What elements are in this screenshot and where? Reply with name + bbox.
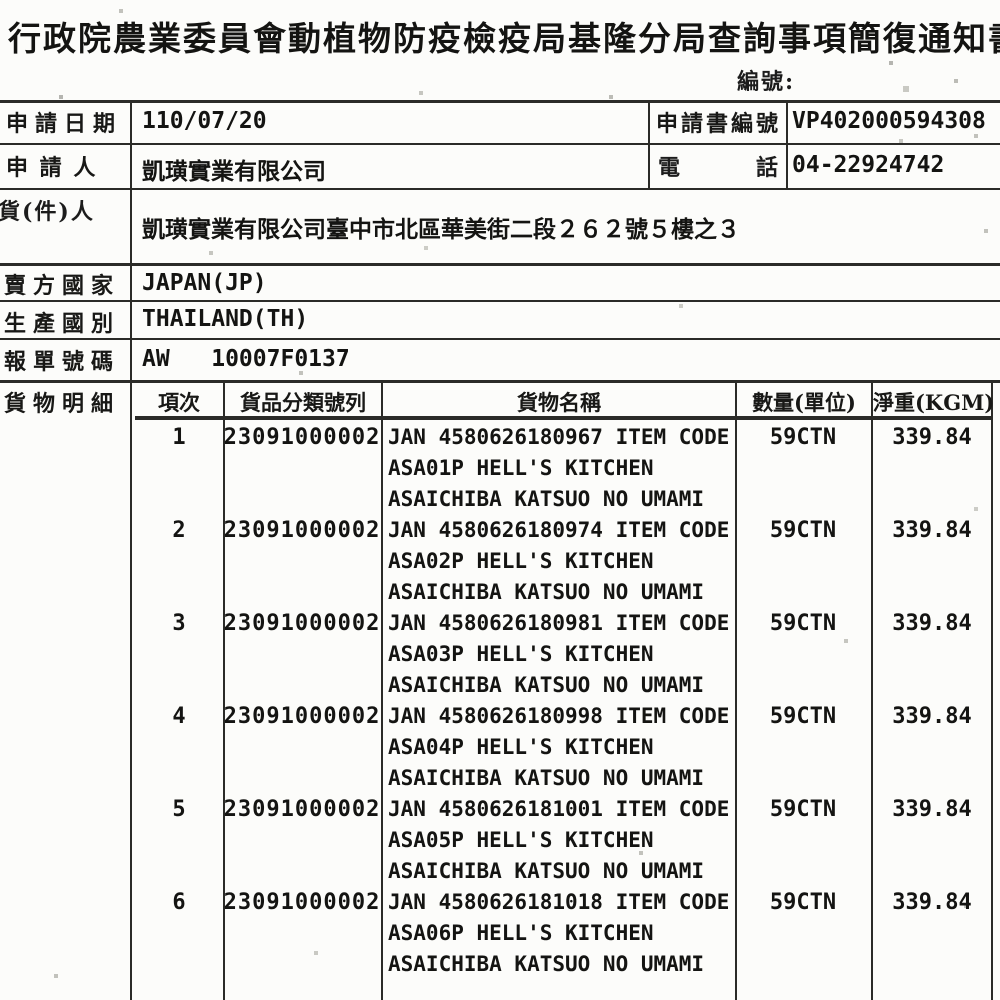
application-date-label: 申請日期	[6, 111, 123, 137]
production-country-label: 生產國別	[4, 311, 121, 337]
item-net-weight: 339.84	[892, 518, 972, 543]
col-header-classification: 貨品分類號列	[240, 390, 366, 415]
application-no-label: 申請書編號	[656, 111, 782, 137]
seller-country-label: 賣方國家	[4, 273, 121, 299]
declaration-no-label: 報單號碼	[4, 349, 121, 375]
item-description: JAN 4580626180998 ITEM CODE ASA04P HELL'…	[388, 704, 730, 790]
table-row: 4 23091000002 JAN 4580626180998 ITEM COD…	[135, 701, 993, 794]
divider	[130, 100, 132, 1000]
phone-value: 04-22924742	[792, 152, 945, 178]
item-description: JAN 4580626181018 ITEM CODE ASA06P HELL'…	[388, 890, 730, 976]
item-classification-code: 23091000002	[223, 704, 381, 729]
divider	[0, 100, 1000, 103]
consignee-value: 凱璜實業有限公司臺中市北區華美街二段２６２號５樓之３	[142, 216, 740, 243]
item-no: 3	[172, 611, 186, 636]
table-row: 5 23091000002 JAN 4580626181001 ITEM COD…	[135, 794, 993, 887]
phone-label: 電話	[658, 155, 778, 181]
divider	[0, 188, 1000, 190]
table-header-divider	[135, 416, 993, 420]
divider	[0, 263, 1000, 266]
goods-detail-label: 貨物明細	[4, 391, 121, 417]
table-row: 3 23091000002 JAN 4580626180981 ITEM COD…	[135, 608, 993, 701]
document-title: 行政院農業委員會動植物防疫檢疫局基隆分局查詢事項簡復通知書	[8, 19, 1000, 58]
application-no-value: VP402000594308	[792, 108, 986, 134]
applicant-label: 申 請 人	[6, 155, 98, 181]
ref-number-label: 編號:	[737, 69, 796, 95]
table-row: 6 23091000002 JAN 4580626181018 ITEM COD…	[135, 887, 993, 980]
divider	[0, 380, 1000, 383]
item-description: JAN 4580626180974 ITEM CODE ASA02P HELL'…	[388, 518, 730, 604]
application-date-value: 110/07/20	[142, 108, 267, 134]
divider	[0, 143, 1000, 145]
divider	[991, 380, 993, 1000]
divider	[871, 380, 873, 1000]
item-net-weight: 339.84	[892, 425, 972, 450]
item-quantity: 59CTN	[769, 611, 837, 636]
declaration-no-value: AW 10007F0137	[142, 346, 350, 372]
divider	[0, 300, 1000, 302]
item-classification-code: 23091000002	[223, 425, 381, 450]
divider	[648, 100, 650, 188]
scan-speckles	[0, 0, 2, 2]
item-description: JAN 4580626181001 ITEM CODE ASA05P HELL'…	[388, 797, 730, 883]
item-no: 1	[172, 425, 186, 450]
consignee-label: 收貨(件)人	[0, 199, 95, 225]
item-no: 6	[172, 890, 186, 915]
divider	[223, 380, 225, 1000]
item-classification-code: 23091000002	[223, 890, 381, 915]
col-header-goods-name: 貨物名稱	[517, 390, 601, 415]
divider	[381, 380, 383, 1000]
applicant-value: 凱璜實業有限公司	[142, 158, 326, 185]
item-net-weight: 339.84	[892, 797, 972, 822]
table-row: 1 23091000002 JAN 4580626180967 ITEM COD…	[135, 422, 993, 515]
col-header-quantity: 數量(單位)	[752, 390, 856, 415]
item-description: JAN 4580626180981 ITEM CODE ASA03P HELL'…	[388, 611, 730, 697]
table-row: 2 23091000002 JAN 4580626180974 ITEM COD…	[135, 515, 993, 608]
item-quantity: 59CTN	[769, 704, 837, 729]
item-classification-code: 23091000002	[223, 611, 381, 636]
production-country-value: THAILAND(TH)	[142, 306, 309, 332]
divider	[786, 100, 788, 188]
item-net-weight: 339.84	[892, 890, 972, 915]
col-header-net-weight: 淨重(KGM)	[873, 390, 995, 415]
item-quantity: 59CTN	[769, 890, 837, 915]
divider	[735, 380, 737, 1000]
item-quantity: 59CTN	[769, 797, 837, 822]
item-quantity: 59CTN	[769, 518, 837, 543]
item-classification-code: 23091000002	[223, 518, 381, 543]
item-net-weight: 339.84	[892, 704, 972, 729]
item-quantity: 59CTN	[769, 425, 837, 450]
divider	[0, 338, 1000, 340]
item-no: 5	[172, 797, 186, 822]
goods-table-body: 1 23091000002 JAN 4580626180967 ITEM COD…	[135, 422, 993, 980]
item-classification-code: 23091000002	[223, 797, 381, 822]
item-description: JAN 4580626180967 ITEM CODE ASA01P HELL'…	[388, 425, 730, 511]
item-no: 4	[172, 704, 186, 729]
col-header-item-no: 項次	[158, 390, 200, 415]
seller-country-value: JAPAN(JP)	[142, 270, 267, 296]
item-no: 2	[172, 518, 186, 543]
item-net-weight: 339.84	[892, 611, 972, 636]
